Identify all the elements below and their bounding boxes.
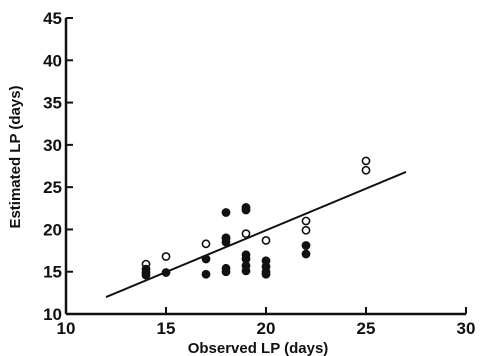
x-axis-label: Observed LP (days) <box>188 340 329 356</box>
data-point-filled <box>241 205 251 215</box>
data-point-open <box>301 216 311 226</box>
data-point-filled <box>261 269 271 279</box>
data-point-open <box>361 156 371 166</box>
x-tick-label: 20 <box>257 319 276 338</box>
x-tick-label: 30 <box>457 319 476 338</box>
data-point-filled <box>221 237 231 247</box>
y-axis-label: Estimated LP (days) <box>7 85 24 228</box>
x-tick-label: 10 <box>57 319 76 338</box>
y-tick-label: 40 <box>43 51 62 70</box>
regression-line <box>105 170 407 299</box>
data-point-filled <box>161 268 171 277</box>
data-point-open <box>241 229 251 239</box>
x-ticks: 10 15 20 25 30 <box>57 307 476 338</box>
data-point-filled <box>201 254 211 264</box>
data-point-filled <box>301 241 311 250</box>
x-tick-label: 25 <box>357 319 376 338</box>
x-tick-label: 15 <box>157 319 176 338</box>
data-point-filled <box>301 249 311 259</box>
data-point-open <box>201 239 211 249</box>
data-point-open <box>361 165 371 175</box>
data-point-filled <box>141 270 151 280</box>
data-point-open <box>161 252 171 261</box>
data-point-open <box>261 236 271 245</box>
data-point-filled <box>201 269 211 279</box>
y-tick-label: 20 <box>43 220 62 239</box>
y-ticks: 10 15 20 25 30 35 40 45 <box>43 9 73 324</box>
y-tick-label: 45 <box>43 9 62 28</box>
data-point-filled <box>221 208 231 217</box>
y-tick-label: 30 <box>43 136 62 155</box>
data-point-filled <box>241 266 251 276</box>
y-tick-label: 15 <box>43 263 62 282</box>
data-points <box>141 156 371 280</box>
regression-line-group <box>105 170 407 299</box>
data-point-open <box>301 225 311 235</box>
y-tick-label: 10 <box>43 305 62 324</box>
y-tick-label: 35 <box>43 94 62 113</box>
y-tick-label: 25 <box>43 178 62 197</box>
data-point-filled <box>221 267 231 277</box>
